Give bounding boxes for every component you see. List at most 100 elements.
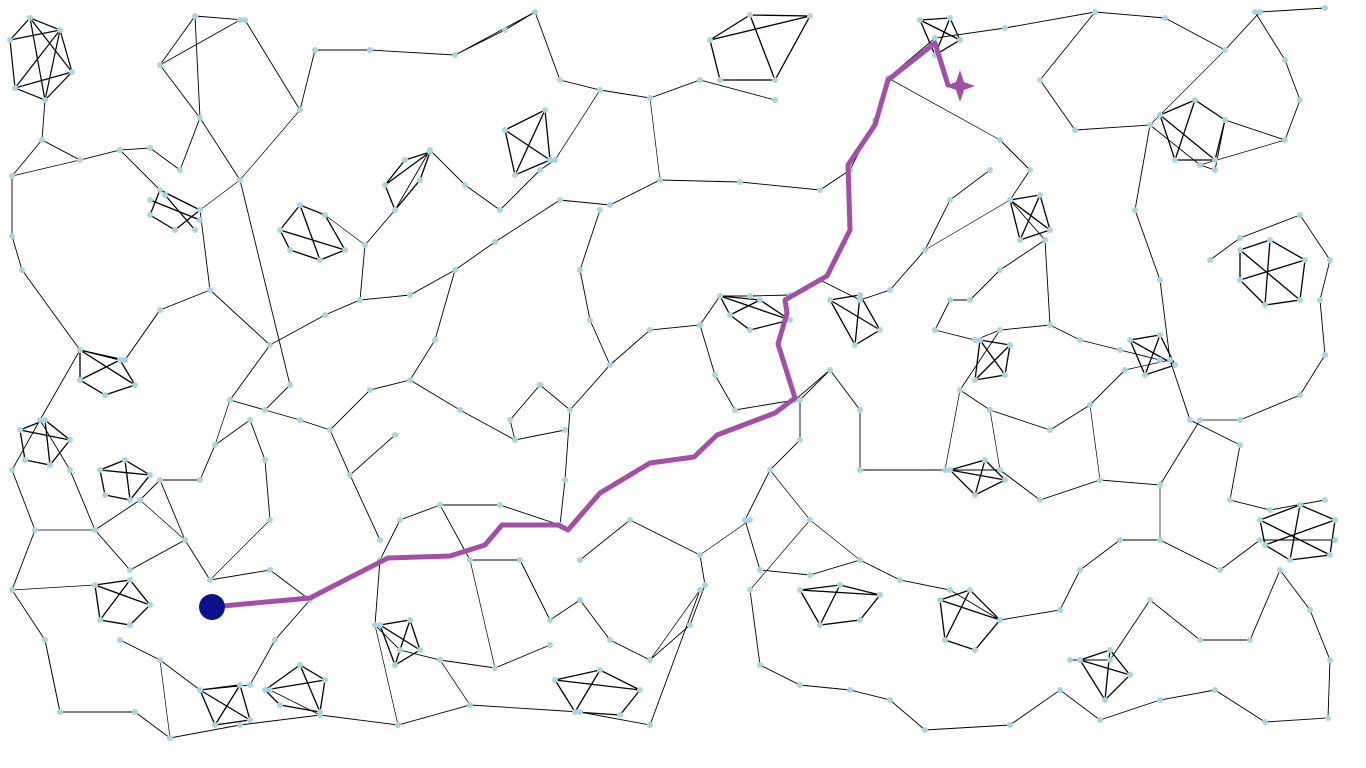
graph-node [347,472,353,478]
graph-node [197,207,203,213]
graph-node [1102,697,1108,703]
graph-node [497,207,503,213]
graph-node [877,327,883,333]
graph-node [492,665,498,671]
graph-node [1107,657,1113,663]
graph-node [1047,322,1053,328]
graph-node [1297,297,1303,303]
graph-node [897,577,903,583]
graph-node [1002,372,1008,378]
graph-node [857,617,863,623]
graph-node [172,227,178,233]
graph-node [537,167,543,173]
graph-node [987,407,993,413]
graph-node [77,377,83,383]
graph-node [137,497,143,503]
graph-node [1157,112,1163,118]
graph-node [757,297,763,303]
graph-node [127,577,133,583]
graph-node [247,682,253,688]
graph-node [1207,257,1213,263]
graph-node [1222,47,1228,53]
graph-node [797,437,803,443]
graph-node [972,492,978,498]
graph-node [267,567,273,573]
graph-node [47,462,53,468]
graph-node [417,647,423,653]
graph-node [1237,247,1243,253]
graph-node [942,637,948,643]
graph-node [262,687,268,693]
graph-node [382,182,388,188]
graph-node [437,657,443,663]
graph-node [127,567,133,573]
graph-node [457,407,463,413]
graph-node [932,35,938,41]
graph-node [237,17,243,23]
graph-node [69,69,75,75]
graph-node [502,27,508,33]
graph-node [1237,277,1243,283]
graph-node [117,357,123,363]
graph-node [797,682,803,688]
graph-node [247,417,253,423]
graph-node [162,192,168,198]
graph-node [317,257,323,263]
graph-node [132,709,138,715]
graph-node [647,657,653,663]
graph-node [747,12,753,18]
graph-node [1257,537,1263,543]
graph-node [647,327,653,333]
graph-node [9,467,15,473]
graph-node [1197,417,1203,423]
graph-node [67,437,73,443]
graph-node [127,622,133,628]
graph-node [57,709,63,715]
graph-node [967,587,973,593]
graph-node [1147,122,1153,128]
graph-node [157,657,163,663]
graph-node [947,587,953,593]
graph-node [732,407,738,413]
graph-node [317,709,323,715]
graph-node [197,687,203,693]
graph-node [1237,442,1243,448]
graph-node [552,157,558,163]
graph-node [1157,277,1163,283]
graph-node [1307,607,1313,613]
graph-node [747,327,753,333]
graph-node [127,497,133,503]
graph-node [942,467,948,473]
graph-node [267,342,273,348]
graph-node [9,587,15,593]
graph-node [1297,392,1303,398]
graph-node [982,457,988,463]
graph-node [97,617,103,623]
graph-node [167,735,173,741]
graph-node [577,267,583,273]
graph-node [427,149,433,155]
graph-node [922,247,928,253]
graph-node [467,702,473,708]
graph-node [617,712,623,718]
graph-node [597,87,603,93]
graph-node [1297,502,1303,508]
graph-node [577,709,583,715]
graph-node [1192,97,1198,103]
graph-node [37,417,43,423]
graph-node [1107,647,1113,653]
graph-node [1027,167,1033,173]
graph-node [1007,342,1013,348]
graph-node [847,687,853,693]
graph-node [767,467,773,473]
graph-node [997,467,1003,473]
graph-node [1087,402,1093,408]
graph-node [92,582,98,588]
graph-node [857,292,863,298]
graph-node [502,127,508,133]
graph-node [377,622,383,628]
graph-node [297,107,303,113]
graph-node [277,227,283,233]
graph-node [827,367,833,373]
graph-node [1257,517,1263,523]
